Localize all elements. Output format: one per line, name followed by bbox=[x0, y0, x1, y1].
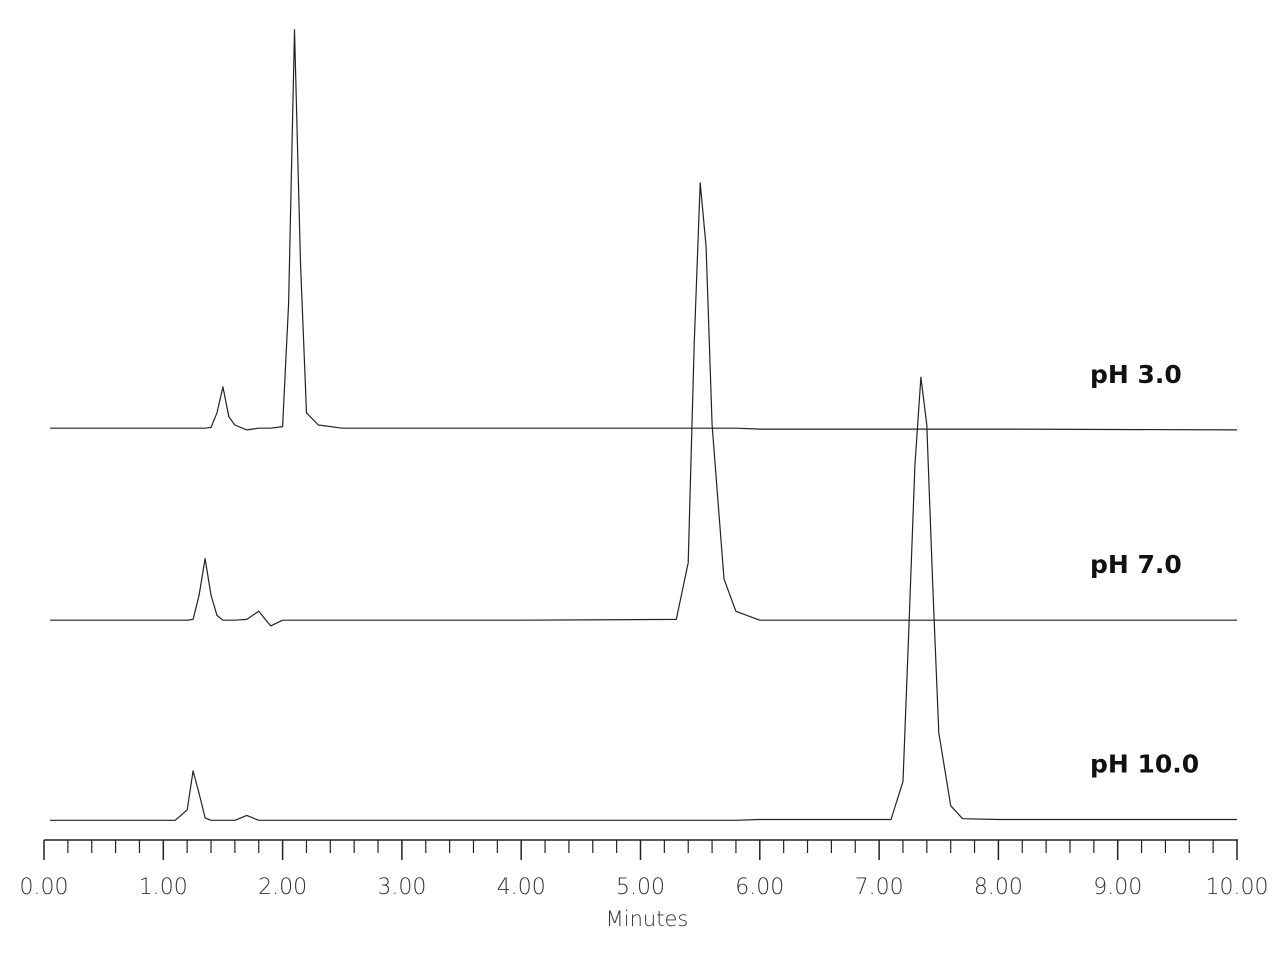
x-tick-label: 3.00 bbox=[377, 875, 426, 900]
chromatogram-trace bbox=[50, 29, 1238, 431]
x-tick-label: 2.00 bbox=[258, 875, 307, 900]
x-tick-label: 4.00 bbox=[497, 875, 546, 900]
x-tick-label: 8.00 bbox=[974, 875, 1023, 900]
chromatogram-trace bbox=[50, 376, 1237, 821]
x-tick-label: 0.00 bbox=[20, 875, 69, 900]
x-tick-label: 1.00 bbox=[139, 875, 188, 900]
x-tick-label: 7.00 bbox=[855, 875, 904, 900]
series-label: pH 10.0 bbox=[1090, 749, 1199, 778]
series-label: pH 3.0 bbox=[1090, 360, 1182, 389]
x-axis-label: Minutes bbox=[606, 907, 689, 931]
x-tick-label: 6.00 bbox=[735, 875, 784, 900]
x-tick-label: 5.00 bbox=[616, 875, 665, 900]
x-tick-label: 9.00 bbox=[1093, 875, 1142, 900]
x-tick-label: 10.00 bbox=[1206, 875, 1269, 900]
series-label: pH 7.0 bbox=[1090, 550, 1182, 579]
chromatogram-trace bbox=[50, 182, 1237, 627]
